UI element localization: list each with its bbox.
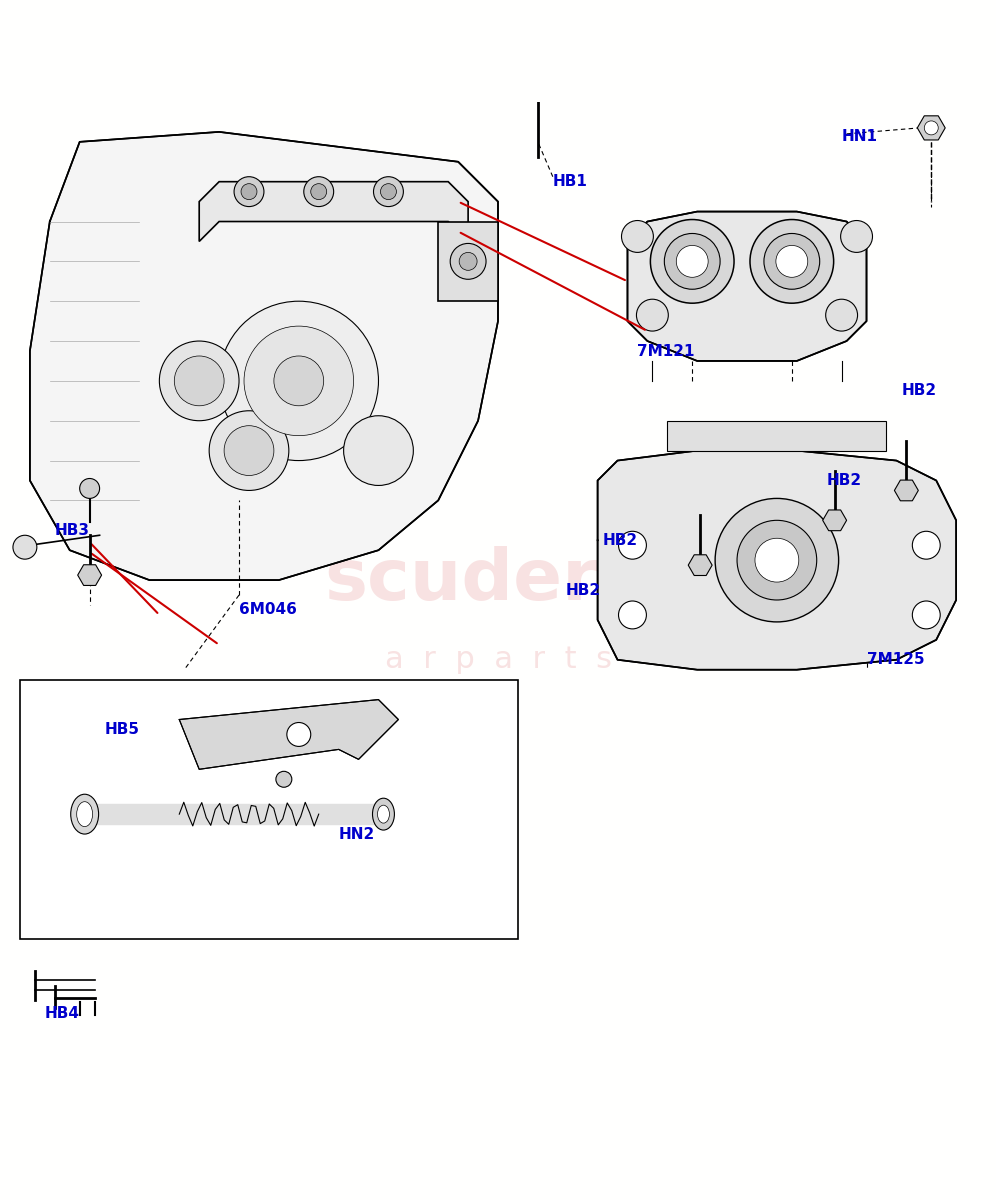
Circle shape [374,176,403,206]
Circle shape [234,176,264,206]
Polygon shape [598,450,956,670]
Circle shape [750,220,834,304]
Polygon shape [917,116,945,140]
Circle shape [274,356,324,406]
Bar [598,500,633,536]
Circle shape [259,341,339,421]
Polygon shape [179,700,398,769]
Text: HB4: HB4 [45,1006,80,1021]
Text: HB2: HB2 [603,533,637,547]
Polygon shape [30,132,498,580]
Circle shape [715,498,839,622]
Circle shape [174,356,224,406]
Bar [598,572,633,608]
Circle shape [622,221,653,252]
Text: HB2: HB2 [827,473,862,488]
Circle shape [826,299,858,331]
Circle shape [664,234,720,289]
Text: 7M125: 7M125 [867,653,924,667]
Polygon shape [199,181,468,241]
Circle shape [287,722,311,746]
FancyBboxPatch shape [20,679,518,938]
Circle shape [13,535,37,559]
Circle shape [636,299,668,331]
Circle shape [619,532,646,559]
Polygon shape [667,421,886,450]
Polygon shape [438,222,498,301]
Circle shape [912,601,940,629]
Polygon shape [823,510,847,530]
Text: HN2: HN2 [339,827,374,841]
Polygon shape [894,480,918,500]
Circle shape [224,426,274,475]
Circle shape [737,521,817,600]
Ellipse shape [373,798,394,830]
Text: a  r  p  a  r  t  s: a r p a r t s [384,646,612,674]
Bar [741,572,777,608]
Polygon shape [627,211,867,361]
Circle shape [755,539,799,582]
Text: HN1: HN1 [842,130,877,144]
Circle shape [380,184,396,199]
Circle shape [924,121,938,134]
Text: 6M046: 6M046 [239,602,297,618]
Text: HB2: HB2 [566,582,601,598]
Bar [633,608,669,644]
Circle shape [459,252,477,270]
Text: scuderia: scuderia [325,546,671,614]
Circle shape [304,176,334,206]
Bar [705,536,741,572]
Text: HB1: HB1 [553,174,588,190]
Text: HB3: HB3 [55,523,90,538]
Circle shape [676,246,708,277]
Text: HB2: HB2 [901,383,936,398]
Bar [633,536,669,572]
Text: 7M121: 7M121 [637,343,695,359]
Circle shape [344,415,413,486]
Circle shape [241,184,257,199]
Circle shape [764,234,820,289]
Circle shape [311,184,327,199]
Bar [705,608,741,644]
Circle shape [776,246,808,277]
Circle shape [80,479,100,498]
Circle shape [450,244,486,280]
Ellipse shape [71,794,99,834]
Circle shape [159,341,239,421]
Circle shape [841,221,872,252]
Circle shape [219,301,378,461]
Circle shape [209,410,289,491]
Circle shape [619,601,646,629]
Text: HB5: HB5 [105,722,139,737]
Circle shape [244,326,354,436]
Circle shape [650,220,734,304]
Ellipse shape [77,802,93,827]
Bar [741,500,777,536]
Circle shape [276,772,292,787]
Polygon shape [688,554,712,576]
Polygon shape [526,77,550,97]
Circle shape [912,532,940,559]
Ellipse shape [377,805,389,823]
Bar [669,500,705,536]
Polygon shape [78,565,102,586]
Bar [669,572,705,608]
